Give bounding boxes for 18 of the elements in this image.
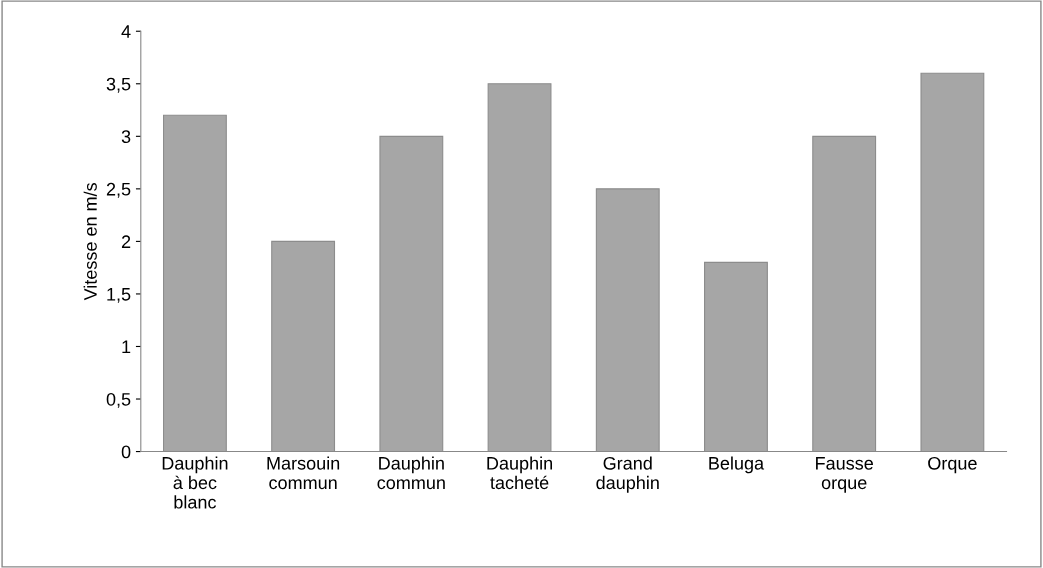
y-tick-label: 0 (121, 445, 131, 459)
x-tick-label: Orque (928, 456, 977, 474)
x-tick-label: Dauphin à bec blanc (162, 456, 228, 509)
y-tick-label: 2 (121, 235, 131, 248)
x-tick-label: Marsouin commun (267, 456, 340, 490)
y-tick-label: 3,5 (106, 77, 131, 93)
x-tick-label: Dauphin tacheté (487, 456, 552, 490)
x-tick-label: Dauphin commun (377, 456, 445, 490)
y-tick-label: 0,5 (106, 392, 131, 408)
y-axis-title: Vitesse en m/s (83, 183, 97, 301)
x-tick-label: Grand dauphin (596, 456, 659, 493)
y-tick-label: 4 (121, 25, 131, 38)
y-tick-label: 2,5 (106, 182, 131, 198)
y-tick-label: 1,5 (107, 288, 131, 303)
y-tick-label: 3 (121, 130, 131, 144)
x-tick-label: Fausse orque (816, 457, 873, 493)
x-tick-label: Beluga (709, 456, 765, 474)
y-tick-label: 1 (122, 340, 131, 354)
